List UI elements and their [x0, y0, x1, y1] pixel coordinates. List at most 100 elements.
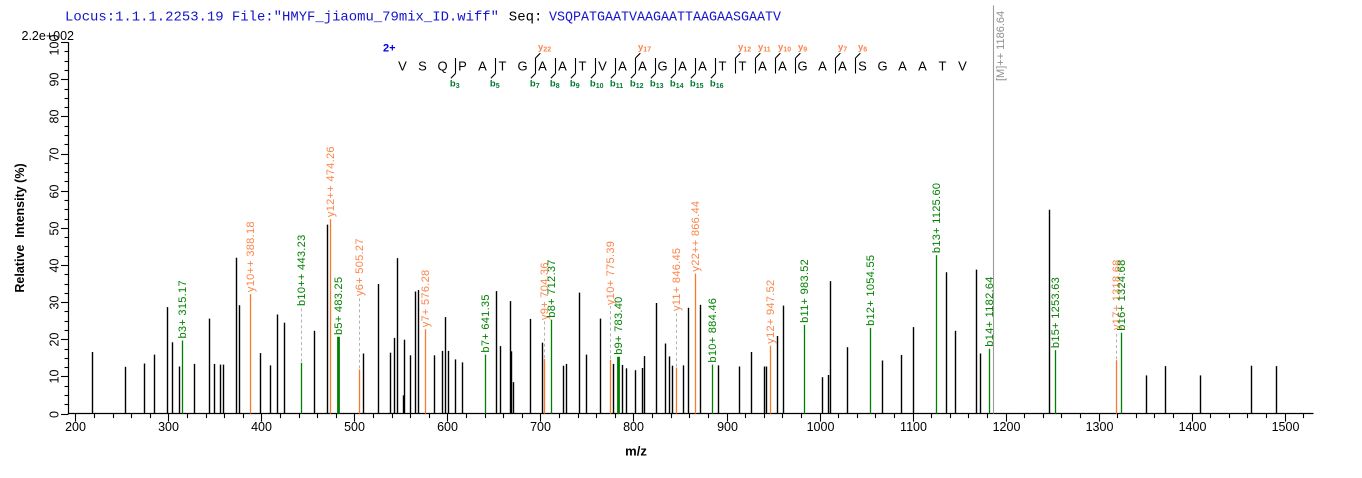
svg-text:1100: 1100: [900, 420, 927, 434]
svg-text:V: V: [958, 59, 967, 74]
svg-text:b12: b12: [630, 78, 644, 90]
svg-text:Q: Q: [437, 59, 447, 74]
svg-text:80: 80: [48, 110, 62, 124]
svg-text:y9+ 704.36: y9+ 704.36: [539, 262, 551, 320]
svg-text:b7: b7: [530, 78, 540, 90]
svg-text:y12++ 474.26: y12++ 474.26: [325, 146, 337, 217]
svg-text:b11+ 983.52: b11+ 983.52: [799, 259, 811, 323]
svg-text:1500: 1500: [1272, 420, 1300, 434]
svg-text:b10++ 443.23: b10++ 443.23: [296, 234, 308, 306]
svg-text:y9: y9: [798, 42, 807, 54]
svg-text:b14+ 1182.64: b14+ 1182.64: [984, 276, 996, 346]
svg-text:70: 70: [48, 148, 62, 162]
svg-text:60: 60: [48, 185, 62, 199]
svg-text:A: A: [818, 59, 827, 74]
svg-text:y6+ 505.27: y6+ 505.27: [354, 238, 366, 296]
svg-text:b10: b10: [590, 78, 604, 90]
svg-text:VSQPATGAATVAAGAATTAAGAASGAATV: VSQPATGAATVAAGAATTAAGAASGAATV: [549, 9, 782, 25]
svg-text:800: 800: [623, 420, 644, 434]
svg-text:y7: y7: [838, 42, 847, 54]
svg-text:A: A: [758, 59, 767, 74]
svg-text:T: T: [579, 59, 587, 74]
svg-text:y12: y12: [738, 42, 751, 54]
svg-text:A: A: [478, 59, 487, 74]
svg-text:G: G: [517, 59, 527, 74]
svg-text:b5+ 483.25: b5+ 483.25: [333, 277, 345, 335]
svg-text:b12+ 1054.55: b12+ 1054.55: [865, 255, 877, 326]
svg-text:y10+ 775.39: y10+ 775.39: [605, 241, 617, 305]
svg-text:V: V: [598, 59, 607, 74]
svg-text:y12+ 947.52: y12+ 947.52: [765, 280, 777, 344]
svg-text:30: 30: [48, 296, 62, 310]
svg-text:40: 40: [48, 259, 62, 273]
svg-text:b15+ 1253.63: b15+ 1253.63: [1050, 277, 1062, 348]
svg-text:y17+ 1318.68: y17+ 1318.68: [1111, 259, 1123, 330]
svg-text:A: A: [618, 59, 627, 74]
svg-text:[M]++ 1186.64: [M]++ 1186.64: [995, 11, 1007, 81]
svg-text:y22++ 866.44: y22++ 866.44: [690, 201, 702, 272]
svg-text:T: T: [719, 59, 727, 74]
svg-text:b13+ 1125.60: b13+ 1125.60: [931, 183, 943, 253]
svg-text:b9+ 783.40: b9+ 783.40: [613, 296, 625, 354]
svg-text:400: 400: [251, 420, 272, 434]
svg-text:b8: b8: [550, 78, 560, 90]
svg-text:T: T: [739, 59, 747, 74]
svg-text:S: S: [418, 59, 427, 74]
svg-text:90: 90: [48, 73, 62, 87]
svg-text:G: G: [877, 59, 887, 74]
svg-text:P: P: [458, 59, 467, 74]
svg-text:Relative Intensity (%): Relative Intensity (%): [13, 163, 27, 292]
svg-text:G: G: [797, 59, 807, 74]
svg-text:Locus:1.1.1.2253.19 File:"HMYF: Locus:1.1.1.2253.19 File:"HMYF_jiaomu_79…: [65, 9, 499, 25]
svg-text:300: 300: [158, 420, 179, 434]
svg-text:A: A: [838, 59, 847, 74]
svg-text:700: 700: [530, 420, 551, 434]
svg-text:1200: 1200: [993, 420, 1021, 434]
svg-text:b3+ 315.17: b3+ 315.17: [177, 280, 189, 338]
svg-text:2.2e+002: 2.2e+002: [22, 29, 75, 43]
svg-text:y11+ 846.45: y11+ 846.45: [671, 248, 683, 311]
svg-text:1400: 1400: [1179, 420, 1207, 434]
svg-text:500: 500: [344, 420, 365, 434]
svg-text:1000: 1000: [807, 420, 835, 434]
svg-text:y10++ 388.18: y10++ 388.18: [245, 221, 257, 292]
svg-text:20: 20: [48, 333, 62, 347]
svg-text:b15: b15: [690, 78, 704, 90]
svg-text:b8+ 712.37: b8+ 712.37: [546, 259, 558, 317]
svg-text:0: 0: [48, 411, 62, 418]
svg-text:A: A: [698, 59, 707, 74]
svg-text:2+: 2+: [383, 43, 396, 55]
svg-text:600: 600: [437, 420, 458, 434]
svg-text:y7+ 576.28: y7+ 576.28: [420, 270, 432, 328]
svg-text:b7+ 641.35: b7+ 641.35: [480, 294, 492, 352]
svg-text:b10+ 884.46: b10+ 884.46: [707, 298, 719, 363]
svg-text:y10: y10: [778, 42, 791, 54]
svg-text:A: A: [678, 59, 687, 74]
svg-text:b5: b5: [490, 78, 500, 90]
svg-text:100: 100: [48, 35, 62, 56]
svg-text:A: A: [898, 59, 907, 74]
svg-text:G: G: [657, 59, 667, 74]
svg-text:A: A: [778, 59, 787, 74]
svg-text:900: 900: [717, 420, 738, 434]
svg-text:50: 50: [48, 222, 62, 236]
svg-text:b16: b16: [710, 78, 724, 90]
svg-text:T: T: [939, 59, 947, 74]
svg-text:m/z: m/z: [625, 444, 647, 459]
svg-text:Seq:: Seq:: [509, 9, 543, 25]
svg-text:b16+ 1324.68: b16+ 1324.68: [1116, 259, 1128, 330]
svg-text:b14: b14: [670, 78, 684, 90]
svg-text:A: A: [638, 59, 647, 74]
svg-text:y22: y22: [538, 42, 551, 54]
svg-text:10: 10: [48, 370, 62, 384]
svg-text:b11: b11: [610, 78, 623, 90]
svg-text:200: 200: [65, 420, 86, 434]
svg-text:b3: b3: [450, 78, 460, 90]
svg-text:b13: b13: [650, 78, 664, 90]
svg-text:y11: y11: [758, 42, 771, 54]
svg-text:T: T: [499, 59, 507, 74]
svg-text:y17: y17: [638, 42, 651, 54]
svg-text:S: S: [858, 59, 867, 74]
svg-text:1300: 1300: [1086, 420, 1114, 434]
svg-text:b9: b9: [570, 78, 580, 90]
